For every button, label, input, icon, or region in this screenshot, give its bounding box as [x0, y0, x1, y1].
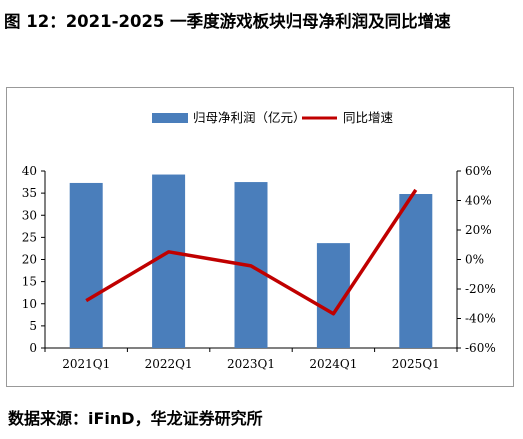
left-tick-label: 5	[29, 319, 37, 333]
right-tick-label: 40%	[465, 194, 492, 208]
x-tick-label: 2022Q1	[145, 357, 193, 371]
figure-source: 数据来源：iFinD，华龙证券研究所	[8, 409, 263, 428]
left-tick-label: 20	[22, 253, 37, 267]
x-tick-label: 2023Q1	[227, 357, 275, 371]
left-tick-label: 25	[22, 230, 37, 244]
legend: 归母净利润（亿元） 同比增速	[152, 110, 394, 125]
legend-bar-label: 归母净利润（亿元）	[193, 110, 306, 125]
chart-frame	[6, 87, 514, 387]
right-tick-label: -60%	[465, 341, 496, 355]
figure-title: 图 12：2021-2025 一季度游戏板块归母净利润及同比增速	[4, 12, 451, 31]
right-tick-label: 60%	[465, 164, 492, 178]
x-tick-label: 2021Q1	[62, 357, 110, 371]
left-tick-label: 35	[22, 186, 37, 200]
bar-2025Q1	[399, 194, 433, 348]
bar-2022Q1	[152, 174, 186, 348]
right-tick-label: 0%	[465, 253, 484, 267]
right-tick-label: -40%	[465, 312, 496, 326]
left-tick-label: 10	[22, 297, 37, 311]
legend-bar-swatch	[152, 113, 188, 123]
left-tick-label: 40	[22, 164, 37, 178]
bar-2021Q1	[69, 182, 103, 348]
right-tick-label: 20%	[465, 223, 492, 237]
x-tick-label: 2024Q1	[309, 357, 357, 371]
left-tick-label: 30	[22, 208, 37, 222]
legend-line-label: 同比增速	[343, 110, 394, 125]
right-tick-label: -20%	[465, 282, 496, 296]
left-tick-label: 0	[29, 341, 37, 355]
left-tick-label: 15	[22, 275, 37, 289]
x-tick-label: 2025Q1	[392, 357, 440, 371]
